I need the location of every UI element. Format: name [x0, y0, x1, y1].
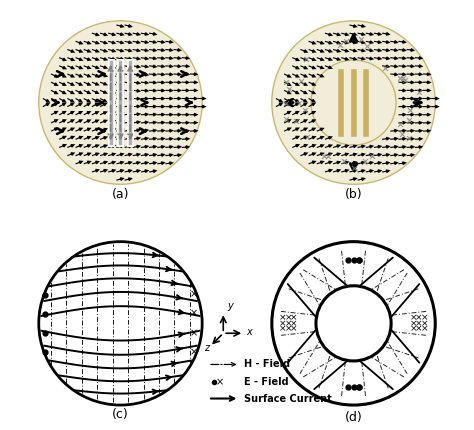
- Text: ×: ×: [415, 325, 423, 334]
- Text: ×: ×: [279, 325, 286, 334]
- Text: ×: ×: [190, 309, 198, 319]
- Point: [405, 135, 413, 141]
- Point: [301, 106, 309, 113]
- Circle shape: [316, 286, 391, 361]
- Point: [340, 158, 347, 165]
- Point: [320, 152, 328, 159]
- Text: (b): (b): [345, 187, 362, 200]
- Point: [336, 42, 343, 49]
- Point: [381, 64, 389, 71]
- Text: ×: ×: [410, 313, 417, 322]
- Point: [405, 117, 413, 124]
- Point: [399, 75, 407, 82]
- Text: ×: ×: [190, 328, 198, 338]
- Text: (a): (a): [112, 187, 129, 200]
- Text: ×: ×: [421, 313, 428, 322]
- Point: [297, 78, 305, 85]
- Text: ×: ×: [421, 319, 428, 328]
- Text: ×: ×: [421, 325, 428, 334]
- Point: [296, 99, 303, 106]
- Text: ×: ×: [190, 290, 198, 300]
- Text: ×: ×: [415, 319, 423, 328]
- Text: ×: ×: [290, 325, 298, 334]
- Point: [302, 55, 310, 62]
- Text: Surface Current: Surface Current: [244, 393, 332, 403]
- Point: [397, 121, 404, 128]
- Text: x: x: [246, 327, 252, 337]
- Point: [357, 36, 365, 43]
- Point: [350, 165, 357, 172]
- Point: [416, 89, 423, 95]
- Text: y: y: [227, 301, 233, 311]
- Point: [363, 43, 371, 50]
- Text: ×: ×: [284, 319, 292, 328]
- Circle shape: [272, 21, 435, 184]
- Text: ×: ×: [415, 313, 423, 322]
- Text: ×: ×: [216, 378, 224, 387]
- Text: ×: ×: [279, 319, 286, 328]
- Point: [282, 78, 290, 85]
- Point: [401, 76, 409, 83]
- Text: ×: ×: [290, 319, 298, 328]
- Text: E - Field: E - Field: [244, 378, 289, 387]
- Text: ×: ×: [284, 313, 292, 322]
- Point: [368, 152, 376, 159]
- Circle shape: [39, 242, 202, 405]
- Point: [361, 158, 368, 165]
- Text: ×: ×: [410, 319, 417, 328]
- Point: [283, 116, 290, 123]
- Text: H - Field: H - Field: [244, 359, 290, 369]
- Text: ×: ×: [190, 347, 198, 357]
- Point: [324, 152, 332, 159]
- Point: [303, 133, 310, 140]
- Text: (d): (d): [345, 411, 363, 424]
- Text: ×: ×: [410, 325, 417, 334]
- Point: [283, 100, 290, 107]
- Text: ×: ×: [284, 325, 292, 334]
- Text: ×: ×: [279, 313, 286, 322]
- Circle shape: [311, 60, 396, 145]
- Point: [343, 37, 350, 44]
- Point: [292, 117, 300, 124]
- Text: z: z: [204, 343, 210, 353]
- Point: [286, 86, 293, 93]
- Point: [406, 107, 413, 114]
- Circle shape: [39, 21, 202, 184]
- Point: [396, 75, 404, 82]
- Point: [399, 130, 406, 137]
- Text: ×: ×: [290, 313, 298, 322]
- Text: (c): (c): [112, 408, 129, 421]
- Circle shape: [272, 242, 435, 405]
